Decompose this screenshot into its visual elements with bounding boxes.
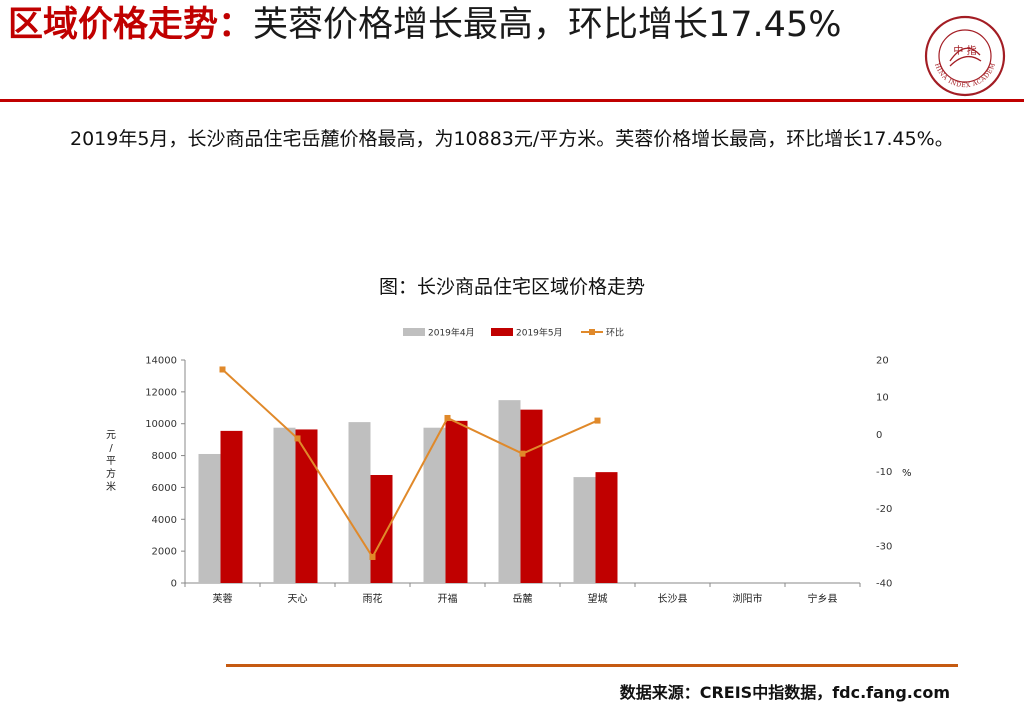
- legend-swatch: [403, 328, 425, 336]
- category-label: 芙蓉: [213, 592, 233, 605]
- left-axis-title: 元/平方米: [106, 430, 116, 493]
- right-tick-label: 20: [876, 356, 889, 367]
- bar-april: [498, 400, 521, 583]
- price-trend-chart: 2019年4月 2019年5月 环比 0 2000 4000 6000 8000 10000 1…: [106, 327, 912, 606]
- left-tick-label: 10000: [145, 419, 177, 430]
- legend-label: 2019年5月: [516, 327, 563, 339]
- left-tick-label: 8000: [152, 451, 177, 462]
- category-label: 开福: [438, 592, 458, 605]
- category-label: 岳麓: [513, 592, 533, 605]
- china-index-academy-seal-icon: 中 指 CHINA INDEX ACADEMY: [923, 14, 1006, 97]
- chart-title: 图：长沙商品住宅区域价格走势: [378, 276, 645, 298]
- bar-april: [273, 427, 296, 583]
- left-tick-label: 4000: [152, 515, 177, 526]
- right-tick-label: -40: [876, 579, 892, 590]
- data-source: 数据来源：CREIS中指数据，fdc.fang.com: [619, 683, 950, 702]
- category-label: 长沙县: [658, 593, 688, 605]
- mom-change-line: [221, 368, 598, 559]
- mom-change-point: [294, 435, 301, 442]
- left-tick-label: 6000: [152, 483, 177, 494]
- mom-change-point: [594, 417, 601, 424]
- bar-april: [348, 422, 371, 583]
- footer-divider: [226, 664, 958, 667]
- right-tick-label: -30: [876, 541, 892, 552]
- bar-april: [573, 477, 596, 583]
- legend-label: 2019年4月: [428, 327, 475, 339]
- mom-change-point: [369, 553, 376, 560]
- chart-line: [219, 366, 601, 560]
- bar-april: [198, 453, 221, 583]
- right-tick-label: 10: [876, 393, 889, 404]
- chart-legend: 2019年4月 2019年5月 环比: [403, 327, 624, 339]
- mom-change-point: [219, 366, 226, 373]
- mom-change-point: [519, 450, 526, 457]
- legend-label: 环比: [606, 327, 624, 339]
- category-label: 望城: [588, 592, 608, 605]
- bar-may: [595, 472, 618, 583]
- bar-may: [220, 430, 243, 583]
- page-title-accent: 区域价格走势：: [8, 5, 254, 45]
- legend-swatch: [491, 328, 513, 336]
- logo-center-text: 中 指: [953, 44, 976, 57]
- chart-bars: [198, 400, 618, 583]
- summary-text: 2019年5月，长沙商品住宅岳麓价格最高，为10883元/平方米。芙蓉价格增长最…: [70, 128, 954, 150]
- mom-change-point: [444, 414, 451, 421]
- legend-swatch-marker: [589, 329, 595, 335]
- left-tick-label: 2000: [152, 547, 177, 558]
- category-label: 宁乡县: [808, 592, 838, 605]
- right-tick-label: -10: [876, 467, 892, 478]
- right-axis-title: %: [902, 468, 912, 479]
- category-label: 雨花: [363, 592, 383, 605]
- bar-april: [423, 427, 446, 583]
- category-label: 天心: [288, 593, 308, 605]
- header-divider: [0, 99, 1024, 102]
- chart-labels: 0 2000 4000 6000 8000 10000 12000 14000 -40 -30 -2…: [106, 356, 912, 606]
- left-tick-label: 0: [171, 579, 177, 590]
- bar-may: [370, 475, 393, 583]
- left-tick-label: 14000: [145, 356, 177, 367]
- bar-may: [520, 409, 543, 583]
- category-label: 浏阳市: [733, 592, 763, 605]
- left-tick-label: 12000: [145, 387, 177, 398]
- bar-may: [445, 420, 468, 583]
- right-tick-label: -20: [876, 504, 892, 515]
- page-title-rest: 芙蓉价格增长最高，环比增长17.45%: [253, 5, 842, 45]
- page-title: 区域价格走势：芙蓉价格增长最高，环比增长17.45%: [8, 2, 898, 48]
- bar-may: [295, 429, 318, 583]
- right-tick-label: 0: [876, 430, 882, 441]
